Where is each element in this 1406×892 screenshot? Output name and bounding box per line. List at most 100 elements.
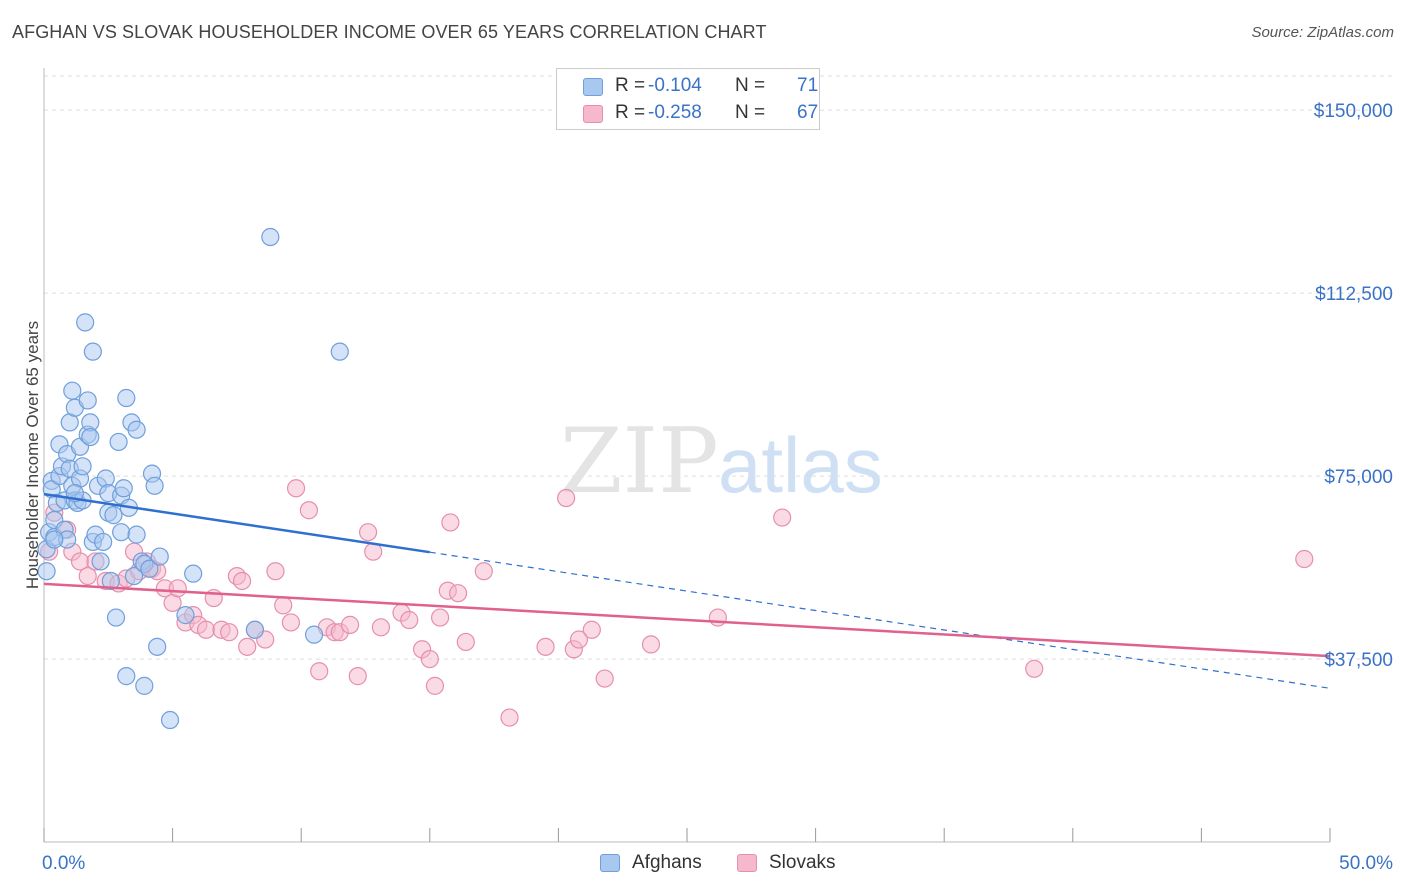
watermark-zip: ZIP [560, 409, 719, 514]
afghans-point [106, 608, 126, 627]
slovaks-point [569, 630, 589, 649]
slovaks-point [557, 488, 576, 508]
slovaks-n-value: 67 [797, 102, 819, 123]
slovaks-point [299, 501, 319, 520]
slovaks-swatch [583, 105, 603, 123]
slovaks-point [474, 562, 493, 581]
afghans-point [261, 227, 280, 247]
slovaks-point [232, 571, 252, 591]
correlation-legend: R = -0.104 N = 71 R = -0.258 N = 67 [556, 68, 820, 130]
afghans-point [150, 547, 169, 566]
slovaks-point [641, 635, 661, 654]
afghans-point [124, 566, 144, 586]
chart-title: AFGHAN VS SLOVAK HOUSEHOLDER INCOME OVER… [12, 22, 767, 42]
afghans-point [135, 676, 154, 695]
afghans-swatch [583, 78, 603, 96]
slovaks-point [400, 610, 419, 630]
slovaks-point [595, 669, 614, 688]
afghans-point [81, 427, 100, 447]
y-tick-label: $150,000 [1314, 101, 1393, 122]
afghans-point [37, 562, 56, 581]
slovaks-point [220, 623, 239, 642]
slovaks-point [708, 608, 727, 627]
afghans-point [63, 381, 82, 400]
afghans-points [37, 227, 349, 730]
afghans-point [148, 637, 167, 656]
slovaks-point [358, 523, 378, 542]
afghans-point [109, 432, 128, 452]
slovaks-point [196, 620, 216, 639]
afghans-point [117, 667, 136, 686]
afghans-point [76, 313, 95, 332]
slovaks-legend-swatch [737, 854, 757, 872]
afghans-point [78, 391, 97, 410]
afghans-trend-line [43, 492, 430, 554]
y-tick-label: $37,500 [1324, 650, 1393, 671]
afghans-r-label: R = [615, 75, 646, 96]
afghans-point [91, 552, 110, 571]
afghans-point [140, 559, 159, 578]
afghans-point [117, 388, 136, 408]
afghans-point [112, 523, 131, 542]
slovaks-point [281, 613, 301, 632]
afghans-point [83, 342, 102, 361]
x-tick-label: 0.0% [42, 853, 85, 874]
afghans-legend-swatch [600, 854, 620, 872]
tick-labels: $37,500 $75,000 $112,500 $150,000 0.0% 50.0% [42, 101, 1393, 874]
slovaks-point [310, 662, 329, 681]
slovaks-point [168, 579, 187, 598]
afghans-point [245, 620, 265, 639]
slovaks-point [773, 508, 792, 527]
afghans-n-label: N = [735, 75, 766, 96]
slovaks-point [371, 618, 391, 637]
slovaks-point [500, 708, 519, 727]
afghans-legend-label: Afghans [632, 852, 702, 873]
afghans-point [184, 564, 203, 583]
slovaks-point [448, 584, 468, 603]
afghans-point [104, 506, 123, 525]
afghans-point [94, 532, 113, 552]
afghans-point [304, 625, 324, 644]
slovaks-point [441, 513, 460, 532]
afghans-point [145, 476, 164, 495]
afghans-trend-extension [429, 551, 1331, 689]
afghans-point [101, 571, 120, 591]
slovaks-point [536, 637, 555, 656]
axes [43, 68, 1331, 843]
slovaks-points [40, 479, 1314, 727]
slovaks-trend-line [43, 582, 1331, 658]
slovaks-point [425, 676, 445, 695]
y-tick-label: $112,500 [1315, 284, 1393, 305]
afghans-point [330, 342, 349, 361]
slovaks-point [420, 649, 439, 669]
y-axis-label: Householder Income Over 65 years [23, 321, 42, 589]
afghans-point [127, 420, 146, 439]
slovaks-r-value: -0.258 [648, 102, 702, 123]
afghans-point [176, 606, 195, 625]
slovaks-point [340, 615, 360, 634]
slovaks-point [1295, 549, 1314, 569]
afghans-point [73, 457, 92, 476]
slovaks-r-label: R = [615, 102, 646, 123]
x-tick-label: 50.0% [1339, 853, 1393, 874]
afghans-point [127, 525, 146, 544]
source-label: Source: ZipAtlas.com [1251, 24, 1394, 41]
afghans-point [160, 710, 180, 730]
slovaks-point [348, 667, 367, 686]
slovaks-point [266, 562, 285, 581]
slovaks-point [1025, 659, 1044, 678]
slovaks-point [286, 479, 306, 498]
watermark-atlas: atlas [718, 421, 883, 509]
slovaks-point [274, 596, 293, 615]
slovaks-legend-label: Slovaks [769, 852, 836, 873]
trend-lines [43, 492, 1331, 689]
gridlines [44, 75, 1394, 660]
slovaks-n-label: N = [735, 102, 766, 123]
slovaks-point [238, 637, 257, 656]
slovaks-point [78, 566, 97, 586]
slovaks-point [456, 632, 475, 652]
afghans-point [114, 479, 133, 498]
slovaks-point [430, 608, 450, 627]
series-legend: Afghans Slovaks [0, 852, 1406, 878]
